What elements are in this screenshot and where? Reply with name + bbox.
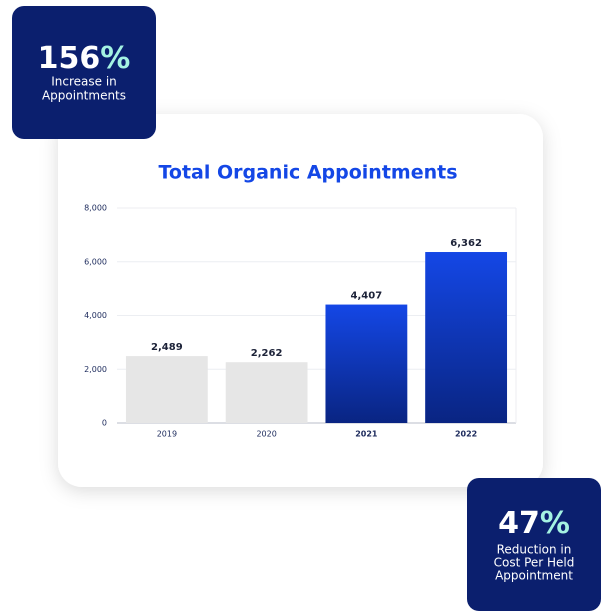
badge-number: 47 [498,506,540,541]
data-label: 4,407 [351,291,383,302]
plot: 0 2,000 4,000 6,000 8,000 2019 2,489 2020 2,262 2… [84,204,517,439]
x-tick-label: 2022 [455,430,477,439]
badge-value: 156% [38,41,131,76]
badge-label: Appointments [42,89,126,103]
y-tick-label: 8,000 [84,204,107,213]
bar [225,362,308,423]
badge-label: Appointment [495,569,573,583]
bar-shade [425,252,508,423]
x-tick-label: 2021 [355,430,378,439]
badge-label: Increase in [51,75,117,89]
badge-value: 47% [498,506,570,541]
bar [125,356,208,423]
badge [12,6,156,139]
badge [467,478,601,611]
badge-symbol: % [100,41,130,76]
y-tick-label: 0 [102,419,107,428]
data-label: 2,489 [151,342,183,353]
chart-title: Total Organic Appointments [158,162,457,184]
y-tick-label: 6,000 [84,257,107,266]
y-tick-label: 4,000 [84,311,107,320]
data-label: 6,362 [450,238,482,249]
badge-label: Cost Per Held [494,556,575,570]
y-tick-label: 2,000 [84,365,107,374]
badge-number: 156 [38,41,101,76]
badge-symbol: % [540,506,570,541]
x-tick-label: 2019 [157,430,177,439]
data-label: 2,262 [251,348,283,359]
bar-shade [325,304,408,423]
x-tick-label: 2020 [256,430,276,439]
badge-label: Reduction in [497,543,572,557]
